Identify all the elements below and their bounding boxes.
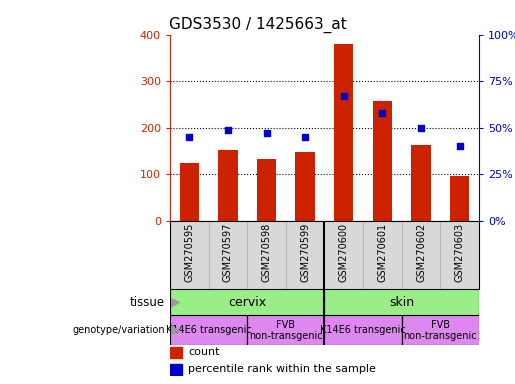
Bar — [440, 221, 479, 289]
Bar — [170, 289, 324, 315]
Bar — [296, 152, 315, 221]
Bar — [218, 150, 237, 221]
Text: percentile rank within the sample: percentile rank within the sample — [188, 364, 376, 374]
Text: FVB
non-transgenic: FVB non-transgenic — [249, 319, 322, 341]
Text: GDS3530 / 1425663_at: GDS3530 / 1425663_at — [168, 17, 347, 33]
Text: K14E6 transgenic: K14E6 transgenic — [320, 325, 406, 335]
Bar — [402, 221, 440, 289]
Text: genotype/variation: genotype/variation — [72, 325, 165, 335]
Text: GSM270602: GSM270602 — [416, 223, 426, 282]
Text: count: count — [188, 347, 220, 357]
Point — [456, 143, 464, 149]
Bar — [209, 221, 247, 289]
Bar — [324, 221, 363, 289]
Text: K14E6 transgenic: K14E6 transgenic — [166, 325, 251, 335]
Bar — [373, 101, 392, 221]
Bar — [402, 315, 479, 345]
Text: GSM270595: GSM270595 — [184, 223, 194, 282]
Bar — [324, 289, 479, 315]
Bar — [180, 163, 199, 221]
Bar — [334, 44, 353, 221]
Bar — [363, 221, 402, 289]
Text: GSM270597: GSM270597 — [223, 223, 233, 282]
Bar — [170, 315, 247, 345]
Bar — [257, 159, 276, 221]
Text: GSM270603: GSM270603 — [455, 223, 465, 282]
Bar — [247, 315, 324, 345]
Bar — [247, 221, 286, 289]
Point — [185, 134, 194, 140]
Point — [263, 130, 271, 136]
Text: GSM270599: GSM270599 — [300, 223, 310, 282]
Text: tissue: tissue — [130, 296, 165, 309]
Point — [340, 93, 348, 99]
Bar — [170, 221, 209, 289]
Text: ▶: ▶ — [167, 324, 181, 337]
Point — [378, 110, 386, 116]
Point — [417, 125, 425, 131]
Bar — [170, 364, 182, 375]
Text: FVB
non-transgenic: FVB non-transgenic — [404, 319, 477, 341]
Text: GSM270600: GSM270600 — [339, 223, 349, 282]
Point — [224, 127, 232, 133]
Text: GSM270601: GSM270601 — [377, 223, 387, 282]
Bar — [286, 221, 324, 289]
Text: GSM270598: GSM270598 — [262, 223, 271, 282]
Bar — [450, 176, 469, 221]
Bar — [170, 347, 182, 358]
Text: skin: skin — [389, 296, 414, 309]
Bar — [411, 146, 431, 221]
Bar — [324, 315, 402, 345]
Point — [301, 134, 309, 140]
Text: cervix: cervix — [228, 296, 266, 309]
Text: ▶: ▶ — [167, 296, 181, 309]
